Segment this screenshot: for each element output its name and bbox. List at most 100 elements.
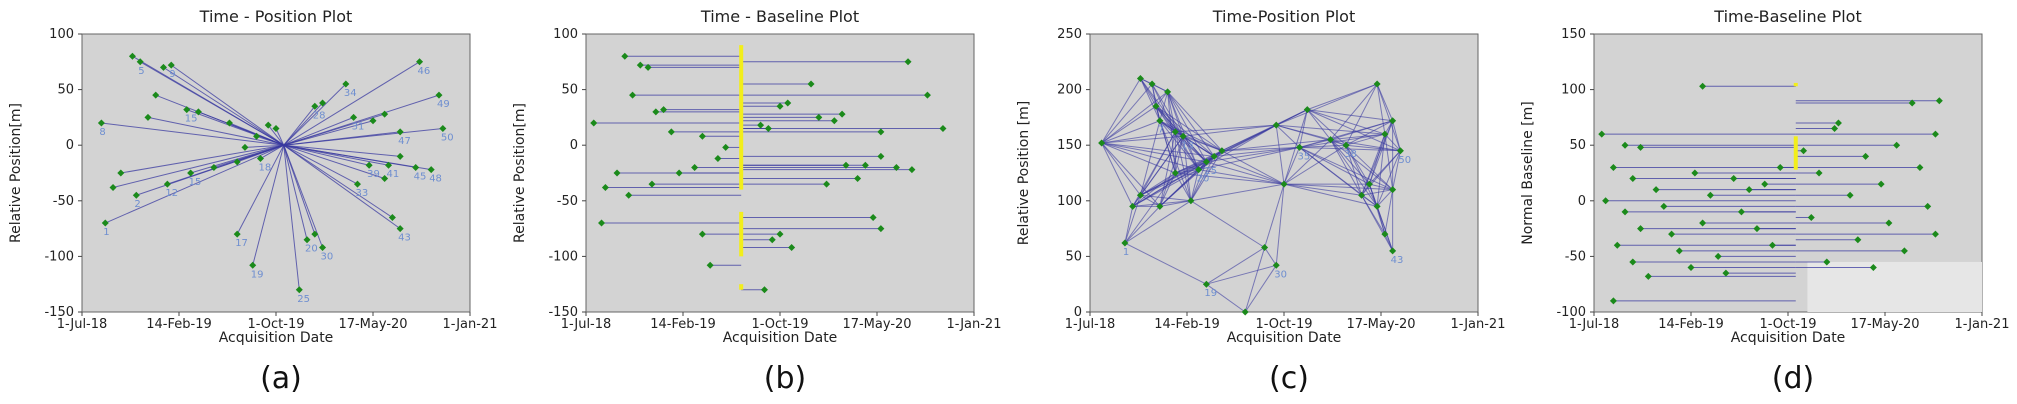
point-label: 30	[321, 252, 334, 263]
chart-title: Time - Baseline Plot	[700, 7, 859, 26]
network-edge	[1190, 200, 1265, 248]
point-label: 28	[313, 110, 326, 121]
baseline-line	[120, 144, 284, 174]
data-point	[788, 244, 796, 252]
data-point	[303, 236, 311, 244]
network-edge	[1283, 109, 1308, 185]
network-edge	[1214, 146, 1300, 157]
data-point	[264, 121, 272, 129]
point-label: 43	[1391, 255, 1404, 266]
data-point	[1381, 230, 1389, 238]
data-point	[625, 191, 633, 199]
data-point	[353, 180, 361, 188]
point-label: 33	[355, 188, 368, 199]
point-label: 2	[134, 199, 140, 210]
network-edge	[1330, 133, 1385, 141]
network-edge	[1330, 139, 1401, 152]
network-edge	[1101, 142, 1215, 157]
data-point	[1908, 99, 1916, 107]
network-edge	[1140, 131, 1176, 196]
data-point	[1924, 202, 1932, 210]
x-tick-label: 1-Jan-21	[443, 317, 498, 332]
network-edge	[1346, 144, 1401, 152]
network-edge	[1283, 183, 1378, 207]
point-label: 39	[367, 169, 380, 180]
data-point	[1854, 236, 1862, 244]
y-tick-label: 100	[1561, 83, 1586, 98]
network-edge	[1190, 156, 1215, 202]
data-point	[667, 128, 675, 136]
y-tick-label: -50	[1565, 249, 1586, 264]
network-edge	[1174, 131, 1192, 201]
data-point	[908, 166, 916, 174]
network-edge	[1140, 194, 1191, 202]
data-point	[1129, 202, 1137, 210]
network-edge	[1368, 120, 1394, 185]
data-point	[1389, 186, 1397, 194]
baseline-line	[283, 145, 324, 248]
x-tick-label: 1-Jul-18	[57, 317, 108, 332]
baseline-line	[283, 144, 401, 157]
data-point	[1745, 186, 1753, 194]
network-edge	[1159, 91, 1169, 121]
data-point	[439, 125, 447, 133]
data-point	[1823, 258, 1831, 266]
network-edge	[1101, 135, 1184, 144]
data-point	[1834, 119, 1842, 127]
point-label: 48	[429, 174, 442, 185]
network-edge	[1369, 183, 1393, 191]
network-edge	[1345, 145, 1363, 196]
data-point	[396, 128, 404, 136]
network-edge	[1159, 131, 1176, 207]
y-tick-label: 0	[570, 138, 578, 153]
data-point	[1218, 147, 1226, 155]
y-axis-label: Relative Position[m]	[512, 103, 528, 243]
network-edge	[1198, 169, 1285, 185]
point-label: 46	[418, 66, 431, 77]
y-tick-label: 0	[66, 138, 74, 153]
data-point	[1637, 143, 1645, 151]
data-point	[249, 261, 257, 269]
baseline-line	[283, 116, 354, 146]
data-point	[1098, 139, 1106, 147]
data-point	[365, 161, 373, 169]
x-tick-label: 1-Oct-19	[1255, 317, 1312, 332]
network-edge	[1368, 133, 1386, 185]
network-edge	[1101, 78, 1141, 144]
point-label: 25	[1204, 166, 1217, 177]
point-label: 17	[235, 238, 248, 249]
chart-title: Time-Baseline Plot	[1713, 7, 1861, 26]
data-point	[877, 225, 885, 233]
network-edge	[1182, 135, 1223, 152]
network-edge	[1182, 135, 1215, 157]
data-point	[144, 113, 152, 121]
data-point	[272, 125, 280, 133]
network-edge	[1206, 264, 1277, 285]
network-edge	[1167, 91, 1176, 132]
network-edge	[1167, 91, 1215, 157]
data-point	[764, 125, 772, 133]
point-label: 47	[398, 136, 411, 147]
network-edge	[1167, 91, 1223, 152]
data-point	[904, 58, 912, 66]
network-edge	[1244, 265, 1277, 313]
baseline-line	[283, 145, 308, 240]
data-point	[381, 110, 389, 118]
baseline-line	[244, 144, 284, 148]
chart-panel-c: Time-Position Plot 250 200 150 100 50 0 1-Jul-1…	[1008, 0, 1512, 404]
network-edge	[1221, 146, 1300, 152]
x-axis-label: Acquisition Date	[723, 330, 838, 346]
data-point	[722, 143, 730, 151]
data-point	[1296, 143, 1304, 151]
data-point	[350, 113, 358, 121]
data-point	[109, 183, 117, 191]
network-edge	[1283, 147, 1300, 185]
data-point	[1621, 208, 1629, 216]
data-point	[1280, 180, 1288, 188]
x-tick-label: 14-Feb-19	[1154, 317, 1219, 332]
y-tick-label: 150	[1561, 27, 1586, 42]
network-edge	[1182, 135, 1207, 163]
network-edge	[1330, 139, 1370, 185]
data-point	[1621, 141, 1629, 149]
figure-caption: (d)	[1772, 361, 1814, 396]
